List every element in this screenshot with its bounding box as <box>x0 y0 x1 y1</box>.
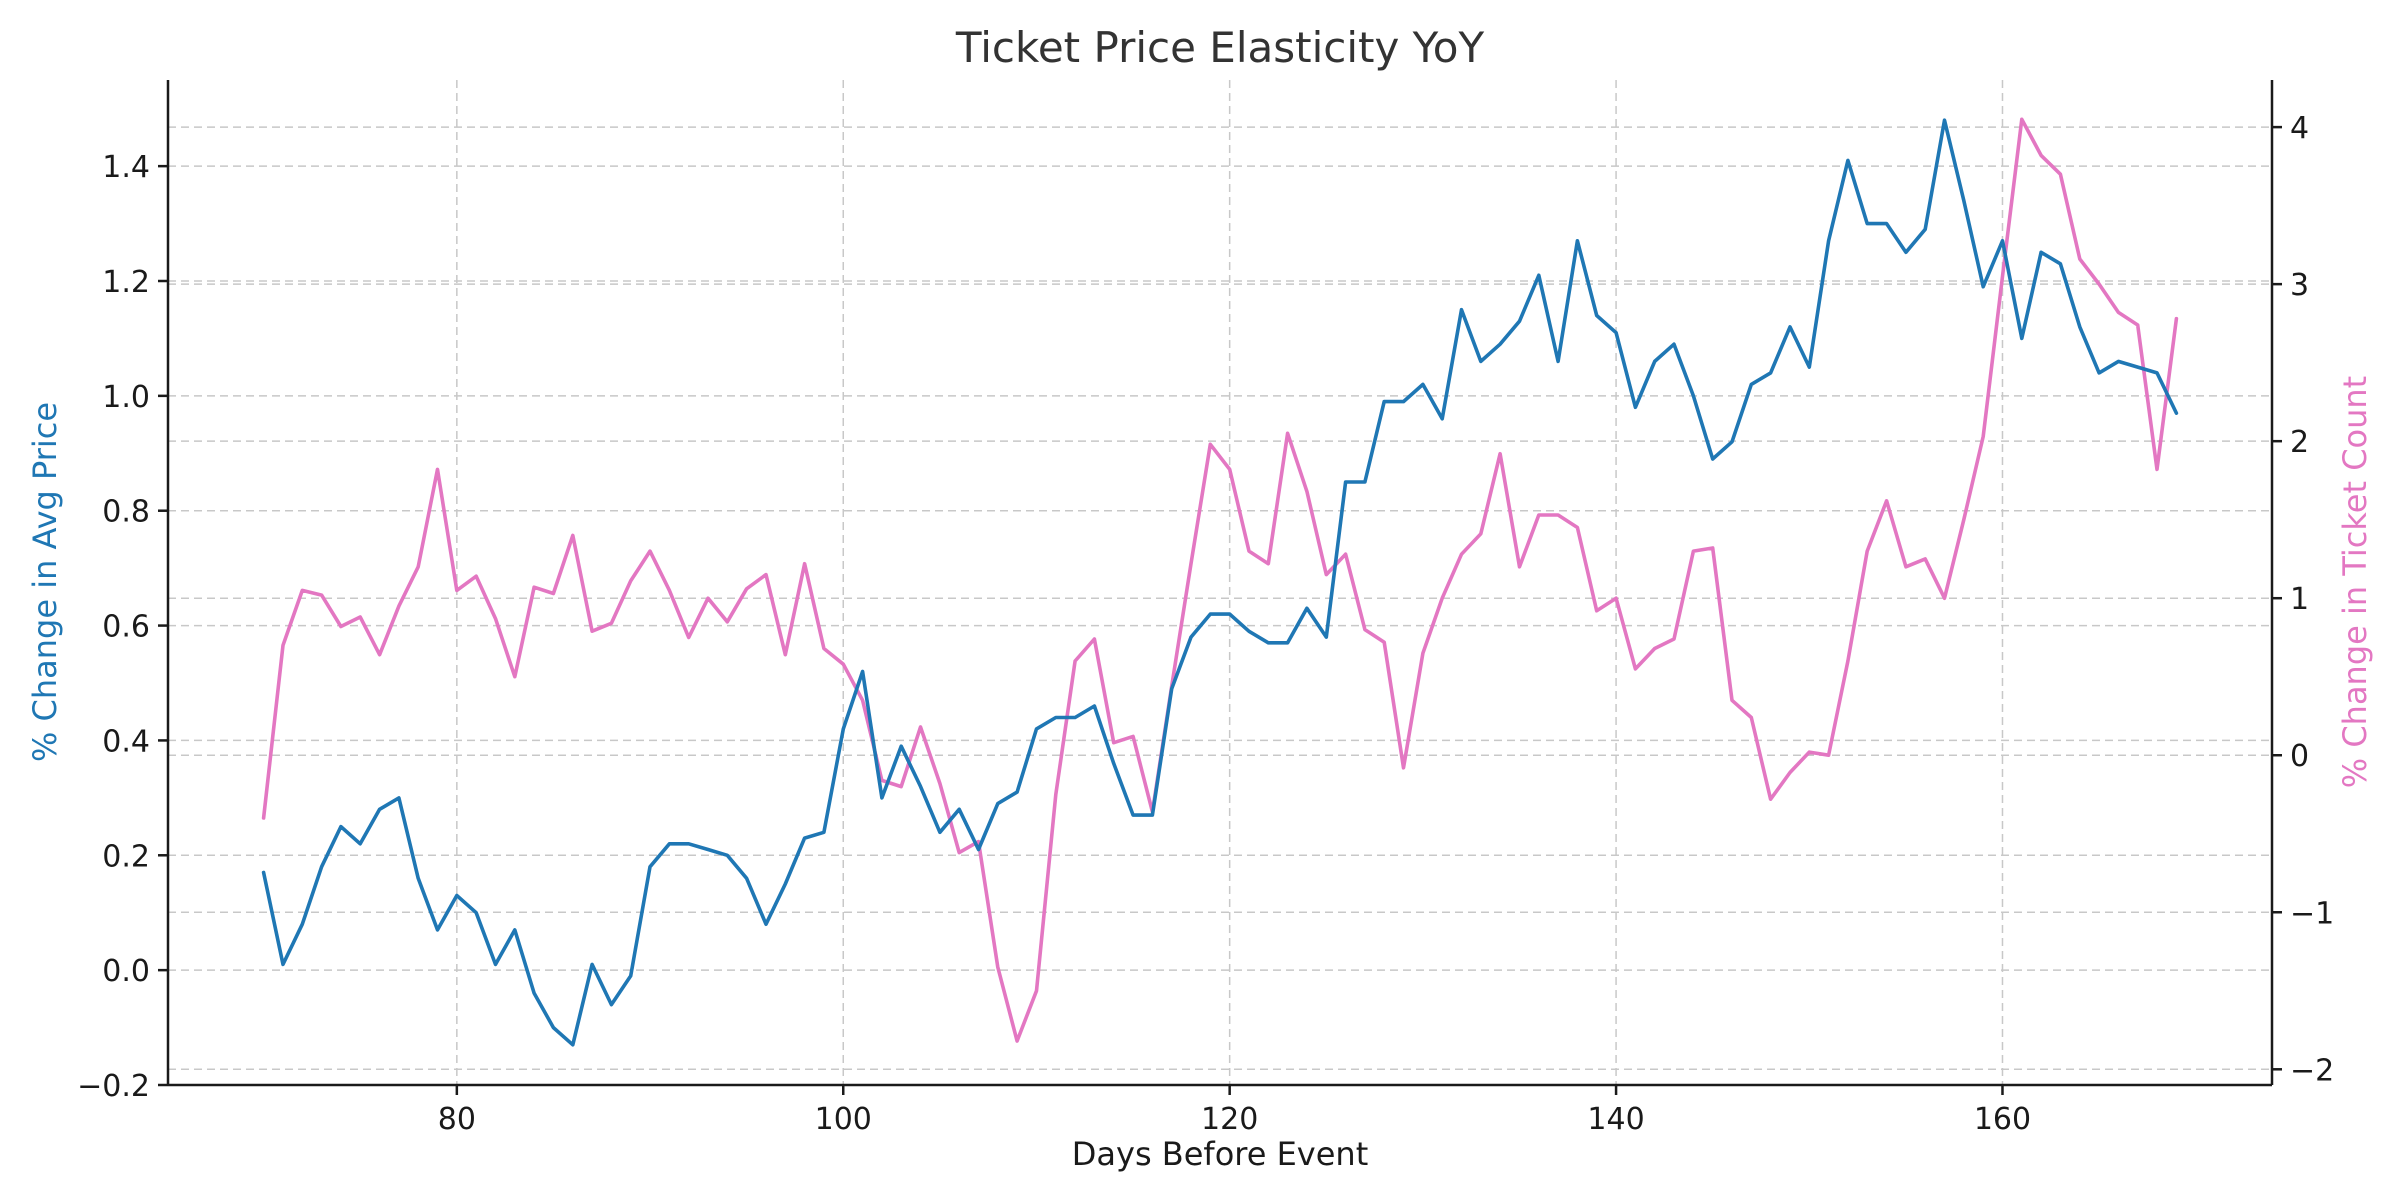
y-tick-label: 1.0 <box>102 380 150 415</box>
y-axis-ticks: −0.2 0.0 0.2 0.4 0.6 0.8 1.0 1.2 1.4 <box>77 150 168 1104</box>
y-axis-label: % Change in Avg Price <box>26 402 64 762</box>
x-axis-ticks: 80 100 120 140 160 <box>438 1085 2031 1137</box>
y2-axis-ticks: −2 −1 0 1 2 3 4 <box>2272 111 2334 1088</box>
series-group <box>261 117 2179 1047</box>
y2-axis-label: % Change in Ticket Count <box>2336 376 2374 788</box>
x-tick-label: 100 <box>815 1102 872 1137</box>
y-tick-label: 0.2 <box>102 839 150 874</box>
y2-tick-label: 4 <box>2290 111 2309 146</box>
y-tick-label: 0.8 <box>102 495 150 530</box>
x-tick-label: 80 <box>438 1102 476 1137</box>
ticket-count-line <box>261 117 2179 1043</box>
y-tick-label: 1.4 <box>102 150 150 185</box>
y2-tick-label: 1 <box>2290 582 2309 617</box>
y-tick-label: −0.2 <box>77 1069 150 1104</box>
grid <box>168 80 2272 1086</box>
avg-price-line <box>261 118 2179 1047</box>
y-tick-label: 0.0 <box>102 954 150 989</box>
axes-frame <box>166 80 2274 1087</box>
x-tick-label: 120 <box>1201 1102 1258 1137</box>
y2-tick-label: 3 <box>2290 268 2309 303</box>
y2-tick-label: −2 <box>2290 1053 2334 1088</box>
y2-tick-label: 0 <box>2290 739 2309 774</box>
y-tick-label: 0.6 <box>102 610 150 645</box>
y2-tick-label: 2 <box>2290 425 2309 460</box>
x-tick-label: 160 <box>1974 1102 2031 1137</box>
y2-tick-label: −1 <box>2290 896 2334 931</box>
x-tick-label: 140 <box>1587 1102 1644 1137</box>
x-axis-label: Days Before Event <box>1072 1135 1369 1173</box>
y-tick-label: 1.2 <box>102 265 150 300</box>
chart-title: Ticket Price Elasticity YoY <box>955 23 1485 72</box>
y-tick-label: 0.4 <box>102 724 150 759</box>
